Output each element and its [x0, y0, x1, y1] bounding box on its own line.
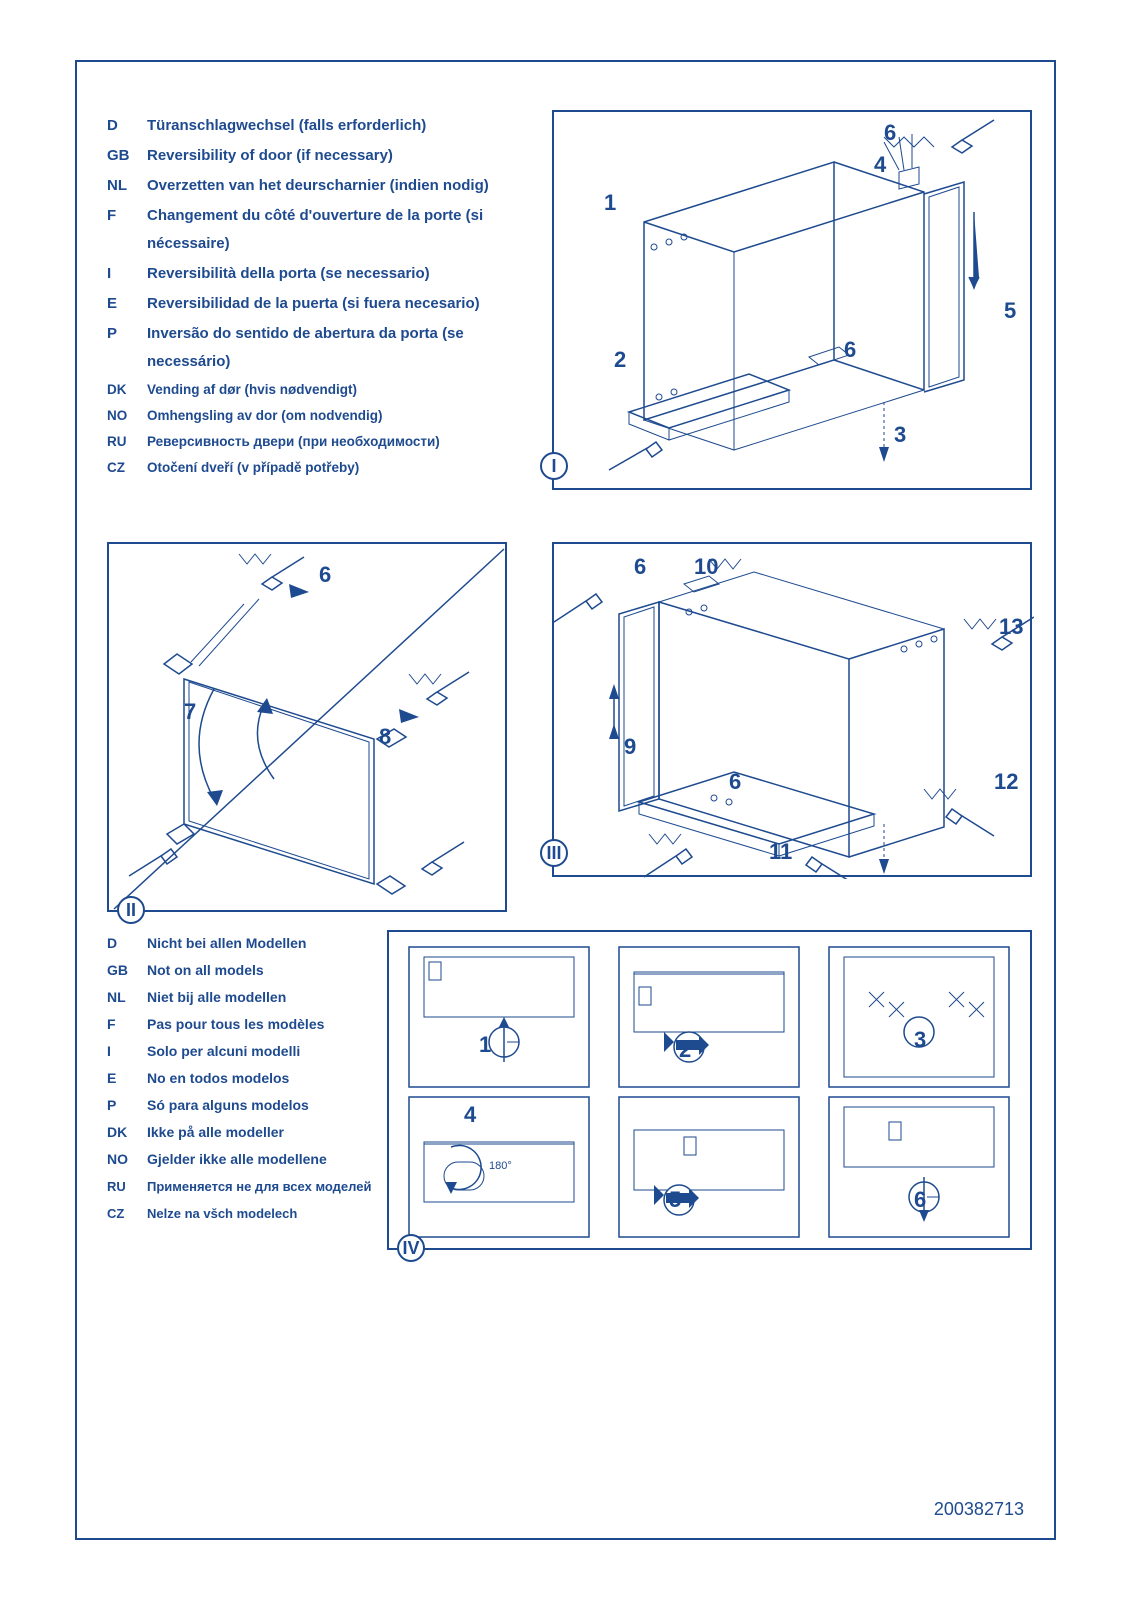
callout-number: 3: [894, 422, 906, 448]
lang-desc: Применяется не для всех моделей: [147, 1173, 371, 1200]
lang-desc: Niet bij alle modellen: [147, 984, 286, 1011]
lang-desc: Só para alguns modelos: [147, 1092, 309, 1119]
lang-desc: Overzetten van het deurscharnier (indien…: [147, 172, 489, 200]
lang-code: E: [107, 290, 147, 318]
lang-desc: Türanschlagwechsel (falls erforderlich): [147, 112, 426, 140]
lang-desc: Vending af dør (hvis nødvendigt): [147, 378, 357, 402]
diagram-III: III 61013961211: [552, 542, 1032, 877]
diagram-label-I: I: [540, 452, 568, 480]
callout-number: 4: [464, 1102, 476, 1128]
callout-number: 2: [614, 347, 626, 373]
diagram-I-svg: [554, 112, 1034, 492]
lang-desc: No en todos modelos: [147, 1065, 289, 1092]
lang-code: P: [107, 320, 147, 376]
lang-code: P: [107, 1092, 147, 1119]
diagram-II-svg: [109, 544, 509, 914]
lang-desc: Otočení dveří (v případě potřeby): [147, 456, 359, 480]
callout-number: 9: [624, 734, 636, 760]
lang-code: DK: [107, 1119, 147, 1146]
lang-code: F: [107, 202, 147, 258]
callout-number: 5: [1004, 298, 1016, 324]
lang-desc: Gjelder ikke alle modellene: [147, 1146, 327, 1173]
callout-number: 2: [679, 1037, 691, 1063]
callout-number: 8: [379, 724, 391, 750]
callout-number: 11: [769, 839, 792, 865]
lang-code: GB: [107, 957, 147, 984]
lang-desc: Changement du côté d'ouverture de la por…: [147, 202, 517, 258]
lang-code: NO: [107, 404, 147, 428]
diagram-label-IV: IV: [397, 1234, 425, 1262]
lang-desc: Omhengsling av dor (om nodvendig): [147, 404, 383, 428]
callout-number: 1: [479, 1032, 491, 1058]
diagram-IV: 180° IV 123456: [387, 930, 1032, 1250]
callout-number: 6: [634, 554, 646, 580]
callout-number: 6: [844, 337, 856, 363]
lang-code: D: [107, 930, 147, 957]
diagram-label-III: III: [540, 839, 568, 867]
lang-code: NO: [107, 1146, 147, 1173]
lang-desc: Pas pour tous les modèles: [147, 1011, 324, 1038]
diagram-I: I 6415263: [552, 110, 1032, 490]
callout-number: 13: [999, 614, 1023, 640]
callout-number: 6: [319, 562, 331, 588]
diagram-III-svg: [554, 544, 1034, 879]
lang-desc: Reversibilidad de la puerta (si fuera ne…: [147, 290, 480, 318]
lang-code: CZ: [107, 1200, 147, 1227]
lang-code: D: [107, 112, 147, 140]
lang-desc: Nelze na všch modelech: [147, 1200, 297, 1227]
lang-desc: Nicht bei allen Modellen: [147, 930, 306, 957]
lang-code: F: [107, 1011, 147, 1038]
part-number: 200382713: [934, 1499, 1024, 1520]
lang-desc: Inversão do sentido de abertura da porta…: [147, 320, 517, 376]
lang-code: GB: [107, 142, 147, 170]
lang-code: NL: [107, 984, 147, 1011]
lang-code: I: [107, 1038, 147, 1065]
language-list-2: DNicht bei allen Modellen GBNot on all m…: [107, 930, 387, 1227]
lang-code: CZ: [107, 456, 147, 480]
rotation-label: 180°: [489, 1160, 512, 1172]
callout-number: 1: [604, 190, 616, 216]
lang-desc: Not on all models: [147, 957, 264, 984]
callout-number: 4: [874, 152, 886, 178]
callout-number: 10: [694, 554, 718, 580]
lang-code: NL: [107, 172, 147, 200]
diagram-label-II: II: [117, 896, 145, 924]
lang-desc: Ikke på alle modeller: [147, 1119, 284, 1146]
callout-number: 3: [914, 1027, 926, 1053]
lang-code: RU: [107, 1173, 147, 1200]
lang-desc: Reversibility of door (if necessary): [147, 142, 393, 170]
lang-desc: Реверсивность двери (при необходимости): [147, 430, 440, 454]
diagram-IV-svg: 180°: [389, 932, 1034, 1252]
callout-number: 6: [884, 120, 896, 146]
page-border: DTüranschlagwechsel (falls erforderlich)…: [75, 60, 1056, 1540]
lang-code: I: [107, 260, 147, 288]
lang-desc: Solo per alcuni modelli: [147, 1038, 300, 1065]
callout-number: 6: [914, 1187, 926, 1213]
lang-code: DK: [107, 378, 147, 402]
lang-desc: Reversibilità della porta (se necessario…: [147, 260, 430, 288]
language-list-1: DTüranschlagwechsel (falls erforderlich)…: [107, 112, 517, 482]
callout-number: 6: [729, 769, 741, 795]
callout-number: 5: [669, 1187, 681, 1213]
callout-number: 12: [994, 769, 1018, 795]
lang-code: RU: [107, 430, 147, 454]
callout-number: 7: [184, 699, 196, 725]
lang-code: E: [107, 1065, 147, 1092]
diagram-II: II 678: [107, 542, 507, 912]
